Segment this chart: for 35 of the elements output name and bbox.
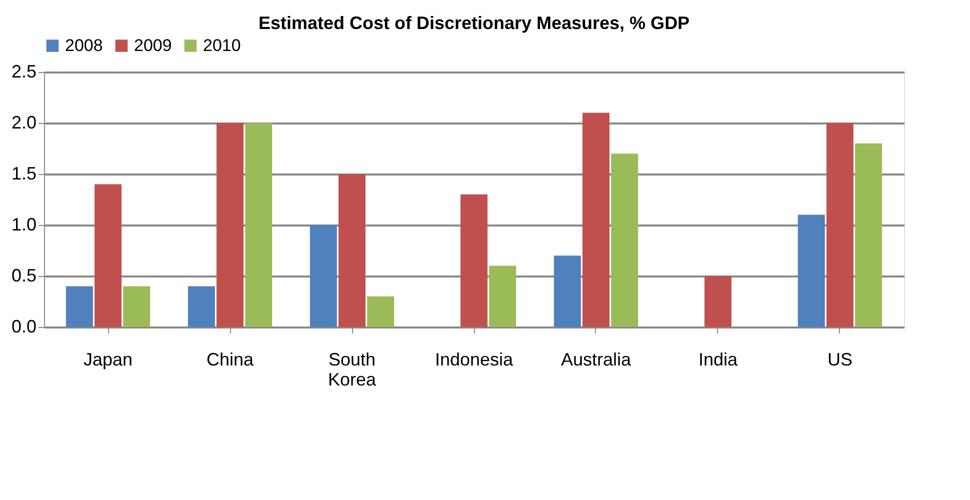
y-tick-label: 1.0 [11, 214, 36, 234]
legend-label: 2008 [65, 36, 103, 55]
y-tick-label: 1.5 [11, 164, 36, 184]
bar [826, 123, 854, 327]
bar [123, 286, 150, 327]
bar [94, 184, 122, 327]
bar [216, 123, 244, 327]
x-tick-label: Indonesia [434, 350, 514, 370]
x-tick-label: India [698, 350, 738, 370]
bar [66, 286, 93, 327]
bar [188, 286, 215, 327]
x-tick-label: Japan [84, 350, 133, 370]
bar [855, 143, 882, 327]
y-tick-label: 0.0 [11, 316, 36, 336]
bar [245, 123, 272, 327]
bar [367, 296, 394, 327]
y-tick-label: 2.0 [11, 112, 36, 132]
x-tick-label: South Korea [328, 350, 378, 390]
bar [582, 112, 610, 327]
bar [611, 154, 638, 327]
x-tick-label: China [206, 350, 255, 370]
bar [489, 266, 516, 327]
legend-label: 2009 [134, 36, 172, 55]
x-tick-label: Australia [560, 350, 632, 370]
chart-title: Estimated Cost of Discretionary Measures, % GDP [258, 13, 690, 33]
bar [554, 256, 581, 327]
x-tick-label: US [827, 350, 852, 370]
bar [310, 225, 337, 327]
y-tick-label: 2.5 [11, 62, 36, 82]
bar [704, 276, 732, 327]
legend-label: 2010 [203, 36, 241, 55]
y-tick-label: 0.5 [11, 266, 36, 286]
bar [798, 214, 825, 327]
bar [460, 194, 488, 327]
bar [338, 174, 366, 327]
